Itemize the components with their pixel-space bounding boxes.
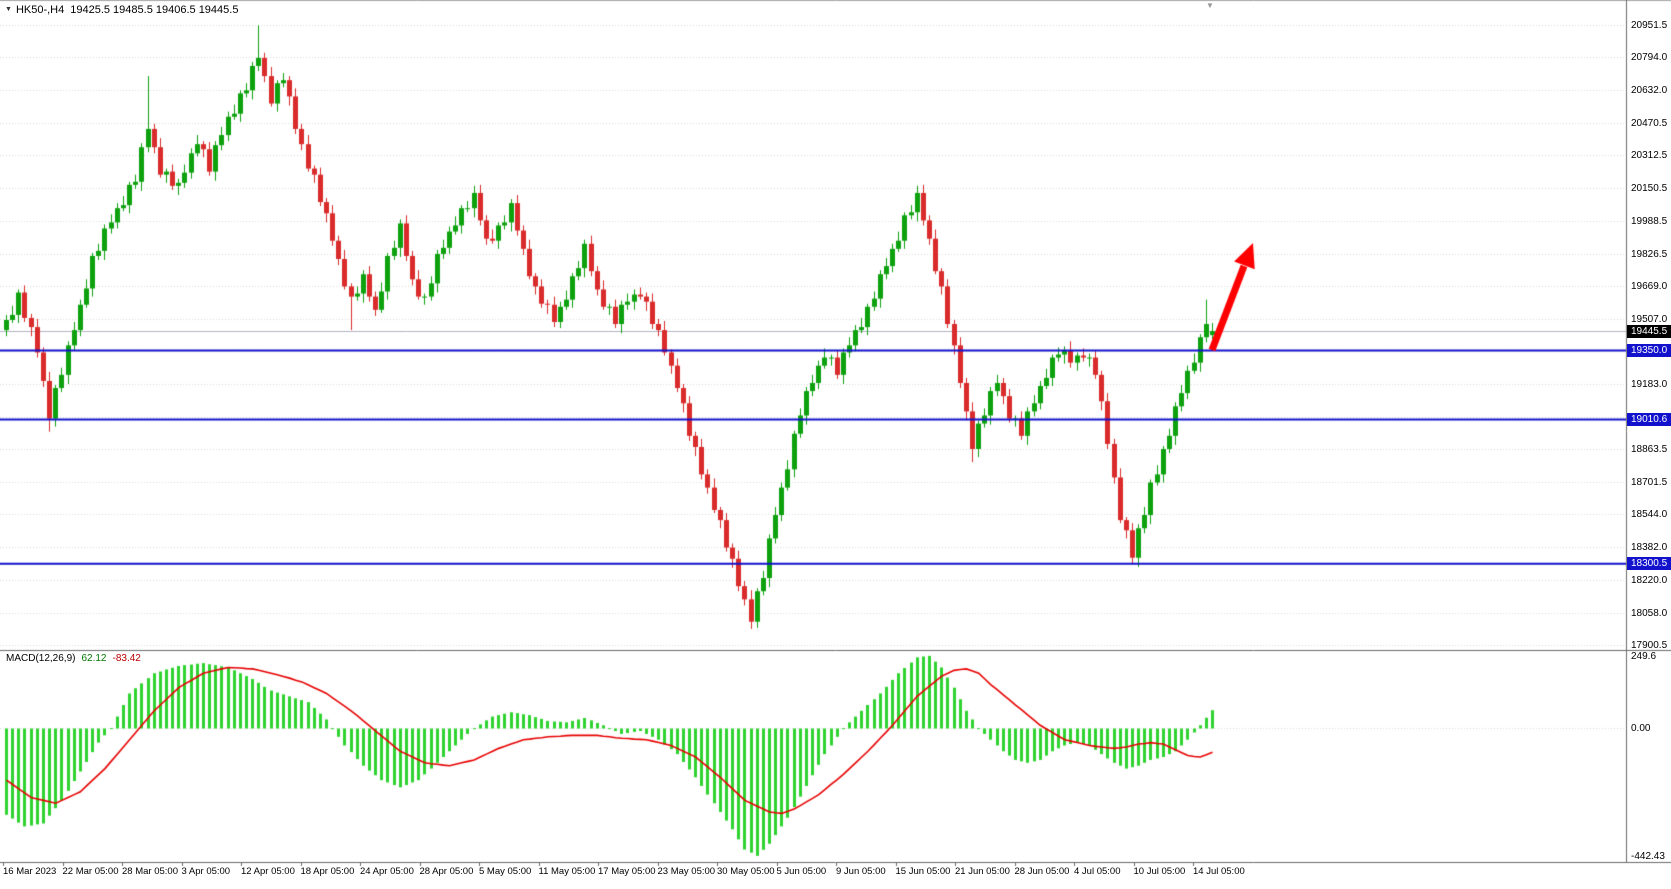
price-axis-tick-label: 19183.0: [1631, 379, 1668, 391]
macd-name-label: MACD(12,26,9): [6, 653, 76, 664]
time-axis-label: 9 Jun 05:00: [836, 866, 886, 877]
time-axis-label: 11 May 05:00: [538, 866, 596, 877]
current-price-tag: 19445.5: [1627, 324, 1671, 338]
ohlc-values-label: 19425.5 19485.5 19406.5 19445.5: [70, 4, 239, 16]
time-axis-label: 16 Mar 2023: [3, 866, 57, 877]
time-axis-label: 21 Jun 05:00: [955, 866, 1010, 877]
symbol-dropdown-icon[interactable]: ▼: [5, 6, 12, 13]
symbol-bar: ▼ HK50-,H4 19425.5 19485.5 19406.5 19445.5: [5, 4, 238, 16]
time-axis-label: 5 May 05:00: [479, 866, 532, 877]
time-axis-label: 4 Jul 05:00: [1074, 866, 1121, 877]
macd-axis-tick-label: 249.6: [1631, 651, 1657, 662]
time-axis-label: 5 Jun 05:00: [776, 866, 827, 877]
time-axis-label: 30 May 05:00: [717, 866, 775, 877]
price-axis-tick-label: 18701.5: [1631, 477, 1668, 489]
price-axis-tick-label: 19826.5: [1631, 248, 1668, 260]
price-axis-tick-label: 20150.5: [1631, 182, 1668, 194]
macd-axis-tick-label: 0.00: [1631, 723, 1651, 735]
macd-axis-tick-label: -442.43: [1631, 851, 1665, 862]
time-axis-label: 28 Mar 05:00: [122, 866, 178, 877]
level-price-tag: 19010.6: [1627, 412, 1671, 426]
time-axis-label: 3 Apr 05:00: [181, 866, 231, 877]
time-axis-label: 28 Jun 05:00: [1014, 866, 1070, 877]
time-axis-label: 12 Apr 05:00: [241, 866, 295, 877]
macd-signal-value: -83.42: [112, 653, 141, 664]
chart-shift-marker-icon[interactable]: ▼: [1206, 1, 1214, 10]
time-axis-label: 24 Apr 05:00: [360, 866, 414, 877]
price-axis-tick-label: 20794.0: [1631, 52, 1668, 63]
time-axis-label: 28 Apr 05:00: [419, 866, 474, 877]
level-price-tag: 19350.0: [1627, 343, 1671, 357]
price-axis-tick-label: 20312.5: [1631, 149, 1668, 161]
macd-main-value: 62.12: [81, 653, 107, 664]
symbol-period-label: HK50-,H4: [15, 4, 65, 16]
price-axis-tick-label: 18058.0: [1631, 607, 1668, 619]
price-axis-tick-label: 20951.5: [1631, 20, 1668, 31]
time-axis-label: 15 Jun 05:00: [895, 866, 951, 877]
time-axis-label: 14 Jul 05:00: [1193, 866, 1245, 877]
macd-indicator-label: MACD(12,26,9) 62.12 -83.42: [6, 653, 141, 664]
price-axis-tick-label: 20632.0: [1631, 84, 1668, 96]
price-axis-tick-label: 18544.0: [1631, 509, 1668, 521]
price-axis-tick-label: 18220.0: [1631, 575, 1668, 587]
price-axis-tick-label: 19669.0: [1631, 280, 1668, 292]
price-axis-tick-label: 17900.5: [1631, 640, 1668, 651]
time-axis-label: 17 May 05:00: [598, 866, 656, 877]
time-axis-label: 22 Mar 05:00: [62, 866, 119, 877]
time-axis-label: 23 May 05:00: [657, 866, 716, 877]
price-axis-tick-label: 18382.0: [1631, 542, 1668, 554]
price-axis-tick-label: 18863.5: [1631, 444, 1668, 456]
price-axis-tick-label: 19988.5: [1631, 215, 1668, 227]
time-axis-label: 18 Apr 05:00: [300, 866, 355, 877]
level-price-tag: 18300.5: [1627, 557, 1671, 571]
time-axis-label: 10 Jul 05:00: [1133, 866, 1186, 877]
price-axis-tick-label: 19507.0: [1631, 313, 1668, 325]
price-axis-tick-label: 20470.5: [1631, 117, 1668, 129]
